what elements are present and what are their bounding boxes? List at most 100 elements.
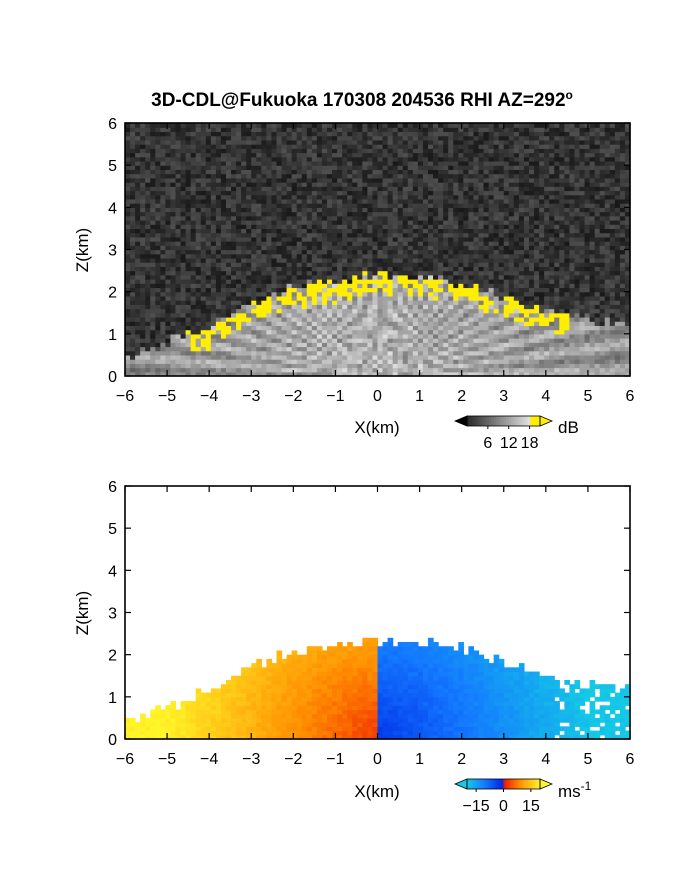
heatmap-cell	[321, 350, 328, 356]
heatmap-cell	[145, 333, 151, 339]
heatmap-cell	[286, 148, 293, 154]
heatmap-cell	[226, 169, 232, 175]
heatmap-cell	[357, 131, 363, 137]
heatmap-cell	[140, 270, 146, 276]
heatmap-cell	[478, 342, 485, 348]
heatmap-cell	[205, 131, 212, 137]
heatmap-cell	[337, 224, 343, 230]
heatmap-cell	[160, 308, 166, 314]
heatmap-cell	[266, 207, 273, 213]
heatmap-cell	[438, 304, 444, 310]
heatmap-cell	[205, 139, 212, 145]
heatmap-cell	[130, 257, 136, 263]
heatmap-cell	[448, 232, 454, 238]
heatmap-cell	[342, 144, 348, 149]
intensity-heatmap	[125, 123, 631, 377]
heatmap-cell	[135, 135, 141, 141]
heatmap-cell	[493, 253, 500, 259]
heatmap-cell	[342, 308, 348, 314]
heatmap-cell	[534, 300, 540, 305]
heatmap-cell	[438, 177, 444, 183]
heatmap-cell	[145, 363, 151, 369]
heatmap-cell	[231, 354, 237, 360]
heatmap-cell	[382, 148, 389, 154]
heatmap-cell	[518, 245, 525, 251]
heatmap-cell	[311, 363, 318, 369]
heatmap-cell	[316, 354, 323, 360]
heatmap-cell	[483, 203, 490, 208]
heatmap-cell	[241, 169, 247, 175]
heatmap-cell	[417, 207, 424, 213]
heatmap-cell	[448, 249, 454, 255]
heatmap-cell	[327, 215, 333, 221]
heatmap-cell	[311, 186, 318, 192]
heatmap-cell	[291, 346, 298, 352]
heatmap-cell	[438, 236, 444, 242]
heatmap-cell	[321, 253, 328, 259]
heatmap-cell	[261, 312, 267, 318]
heatmap-cell	[155, 308, 161, 314]
heatmap-cell	[448, 139, 454, 145]
heatmap-cell	[160, 144, 166, 149]
heatmap-cell	[185, 325, 192, 331]
heatmap-cell	[130, 295, 136, 301]
heatmap-cell	[372, 274, 379, 280]
heatmap-cell	[387, 308, 394, 314]
heatmap-cell	[337, 156, 343, 162]
heatmap-cell	[347, 270, 353, 276]
heatmap-cell	[321, 333, 328, 339]
heatmap-cell	[529, 295, 535, 301]
heatmap-cell	[271, 156, 278, 162]
heatmap-cell	[448, 236, 454, 242]
heatmap-cell	[392, 131, 399, 137]
heatmap-cell	[453, 198, 459, 204]
heatmap-cell	[332, 224, 338, 230]
heatmap-cell	[382, 291, 389, 297]
heatmap-cell	[372, 262, 379, 267]
heatmap-cell	[342, 333, 348, 339]
heatmap-cell	[170, 363, 177, 369]
heatmap-cell	[135, 262, 141, 267]
heatmap-cell	[231, 173, 237, 179]
heatmap-cell	[170, 245, 177, 251]
heatmap-cell	[200, 215, 207, 221]
heatmap-cell	[215, 321, 222, 326]
heatmap-cell	[301, 160, 308, 166]
heatmap-cell	[125, 139, 131, 145]
heatmap-cell	[498, 135, 505, 141]
heatmap-cell	[316, 333, 323, 339]
heatmap-cell	[140, 346, 146, 352]
heatmap-cell	[281, 211, 288, 217]
heatmap-cell	[412, 215, 419, 221]
heatmap-cell	[478, 287, 485, 293]
heatmap-cell	[301, 253, 308, 259]
heatmap-cell	[402, 295, 409, 301]
heatmap-cell	[301, 194, 308, 200]
heatmap-cell	[392, 228, 399, 234]
heatmap-cell	[382, 321, 389, 326]
heatmap-cell	[241, 329, 247, 335]
heatmap-cell	[448, 173, 454, 179]
heatmap-cell	[518, 262, 525, 267]
heatmap-cell	[468, 139, 475, 145]
heatmap-cell	[458, 270, 464, 276]
heatmap-cell	[246, 270, 252, 276]
heatmap-cell	[402, 224, 409, 230]
heatmap-cell	[251, 295, 257, 301]
heatmap-cell	[513, 123, 520, 128]
heatmap-cell	[458, 346, 464, 352]
heatmap-cell	[498, 131, 505, 137]
heatmap-cell	[422, 177, 429, 183]
heatmap-cell	[271, 283, 278, 289]
heatmap-cell	[135, 203, 141, 208]
heatmap-cell	[175, 333, 182, 339]
heatmap-cell	[433, 148, 439, 154]
heatmap-cell	[296, 135, 303, 141]
heatmap-cell	[130, 198, 136, 204]
heatmap-cell	[332, 295, 338, 301]
heatmap-cell	[226, 274, 232, 280]
heatmap-cell	[256, 211, 262, 217]
heatmap-cell	[453, 245, 459, 251]
heatmap-cell	[150, 249, 156, 255]
heatmap-cell	[529, 304, 535, 310]
